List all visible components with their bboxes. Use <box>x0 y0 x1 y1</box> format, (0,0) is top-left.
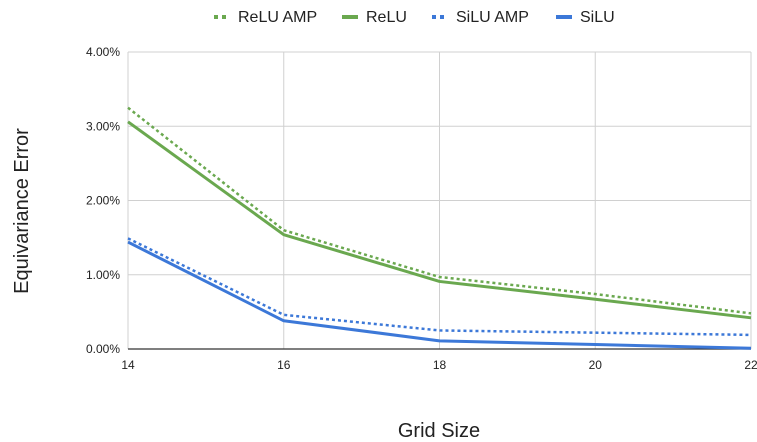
legend-label: ReLU <box>366 9 407 26</box>
x-tick-label: 14 <box>121 358 135 372</box>
legend-item: ReLU AMP <box>214 9 317 26</box>
legend-item: SiLU AMP <box>432 9 529 26</box>
legend-item: ReLU <box>342 9 407 26</box>
series-line-silu-amp <box>127 237 752 337</box>
x-tick-label: 22 <box>744 358 757 372</box>
x-tick-label: 16 <box>277 358 291 372</box>
series-line-silu <box>127 240 752 350</box>
legend: ReLU AMP ReLU SiLU AMP SiLU <box>214 9 615 26</box>
series-line-relu <box>127 120 752 320</box>
series-layer <box>127 106 752 350</box>
x-tick-label: 20 <box>589 358 603 372</box>
legend-label: SiLU AMP <box>456 9 529 26</box>
legend-label: ReLU AMP <box>238 9 317 26</box>
x-tick-label: 18 <box>433 358 447 372</box>
y-axis-title: Equivariance Error <box>11 128 33 294</box>
legend-label: SiLU <box>580 9 615 26</box>
series-line-relu-amp <box>127 106 752 315</box>
y-tick-label: 2.00% <box>86 194 120 208</box>
y-tick-label: 0.00% <box>86 342 120 356</box>
y-tick-label: 1.00% <box>86 268 120 282</box>
y-tick-label: 4.00% <box>86 45 120 59</box>
y-tick-label: 3.00% <box>86 119 120 133</box>
x-axis-title: Grid Size <box>398 420 480 442</box>
grid-layer <box>127 51 752 349</box>
legend-item: SiLU <box>556 9 615 26</box>
axis-layer: 0.00% 1.00% 2.00% 3.00% 4.00% 14 16 18 20 22 <box>86 45 757 372</box>
